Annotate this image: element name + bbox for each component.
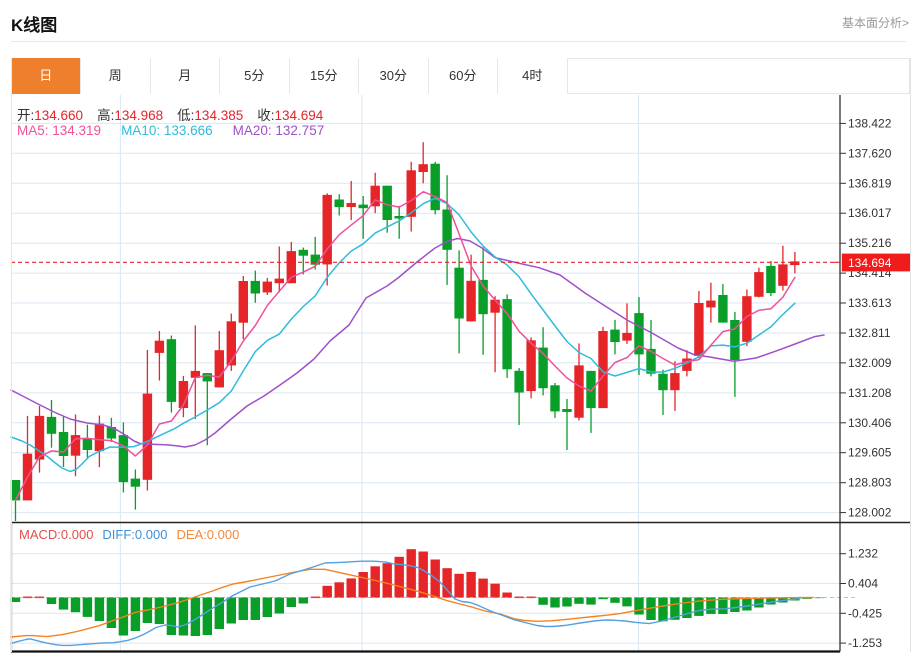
svg-text:138.422: 138.422 xyxy=(848,116,892,130)
svg-text:136.017: 136.017 xyxy=(848,206,892,220)
svg-text:131.208: 131.208 xyxy=(848,386,892,400)
svg-text:132.009: 132.009 xyxy=(848,356,892,370)
svg-text:1.232: 1.232 xyxy=(848,547,878,561)
svg-text:137.620: 137.620 xyxy=(848,146,892,160)
svg-text:-0.425: -0.425 xyxy=(848,606,882,620)
svg-text:129.605: 129.605 xyxy=(848,446,892,460)
svg-text:133.613: 133.613 xyxy=(848,296,892,310)
svg-text:132.811: 132.811 xyxy=(848,326,891,340)
svg-text:128.803: 128.803 xyxy=(848,476,892,490)
svg-text:136.819: 136.819 xyxy=(848,176,892,190)
svg-text:128.002: 128.002 xyxy=(848,506,892,520)
svg-text:135.216: 135.216 xyxy=(848,236,892,250)
svg-text:134.694: 134.694 xyxy=(848,256,892,270)
svg-text:0.404: 0.404 xyxy=(848,577,878,591)
svg-text:130.406: 130.406 xyxy=(848,416,892,430)
svg-text:-1.253: -1.253 xyxy=(848,636,882,650)
